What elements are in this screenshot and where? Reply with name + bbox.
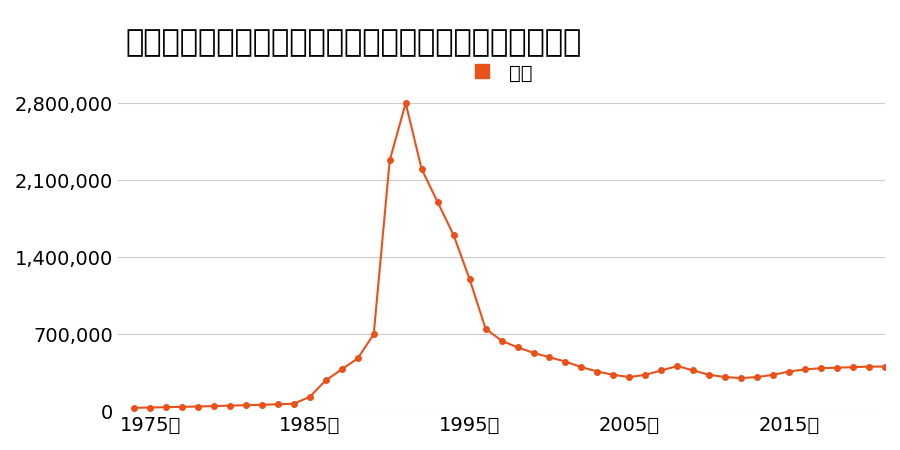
価格	[481, 326, 491, 331]
価格	[560, 359, 571, 364]
価格	[592, 369, 603, 374]
価格	[448, 233, 459, 238]
価格	[417, 166, 428, 172]
価格	[289, 401, 300, 406]
価格	[256, 402, 267, 407]
価格	[224, 403, 235, 408]
価格	[848, 364, 859, 370]
価格	[432, 199, 443, 205]
価格	[337, 367, 347, 372]
価格	[240, 402, 251, 408]
Text: 愛知県名古屋市東区堅代官町１７番３の一部の地価推移: 愛知県名古屋市東区堅代官町１７番３の一部の地価推移	[126, 28, 582, 58]
価格	[193, 404, 203, 409]
価格	[304, 394, 315, 400]
価格	[129, 405, 140, 410]
価格	[832, 365, 842, 370]
価格	[688, 368, 698, 373]
価格	[384, 158, 395, 163]
価格	[864, 364, 875, 369]
価格	[624, 374, 634, 380]
価格	[145, 405, 156, 410]
価格	[528, 350, 539, 356]
価格	[160, 405, 171, 410]
価格	[273, 401, 284, 407]
Legend: 価格: 価格	[463, 55, 541, 91]
価格	[176, 404, 187, 410]
価格	[512, 345, 523, 350]
価格	[752, 374, 762, 380]
価格	[544, 355, 555, 360]
価格	[400, 100, 411, 106]
価格	[736, 375, 747, 381]
価格	[368, 332, 379, 337]
価格	[576, 364, 587, 370]
価格	[209, 403, 220, 409]
価格	[496, 338, 507, 343]
価格	[720, 374, 731, 380]
価格	[640, 372, 651, 378]
価格	[464, 276, 475, 282]
価格	[784, 369, 795, 374]
価格	[608, 372, 619, 378]
価格	[879, 364, 890, 369]
価格	[800, 367, 811, 372]
価格	[768, 372, 778, 378]
価格	[704, 372, 715, 378]
価格	[815, 365, 826, 371]
Line: 価格: 価格	[131, 100, 887, 410]
価格	[353, 356, 364, 361]
価格	[672, 363, 683, 369]
価格	[656, 368, 667, 373]
価格	[320, 378, 331, 383]
